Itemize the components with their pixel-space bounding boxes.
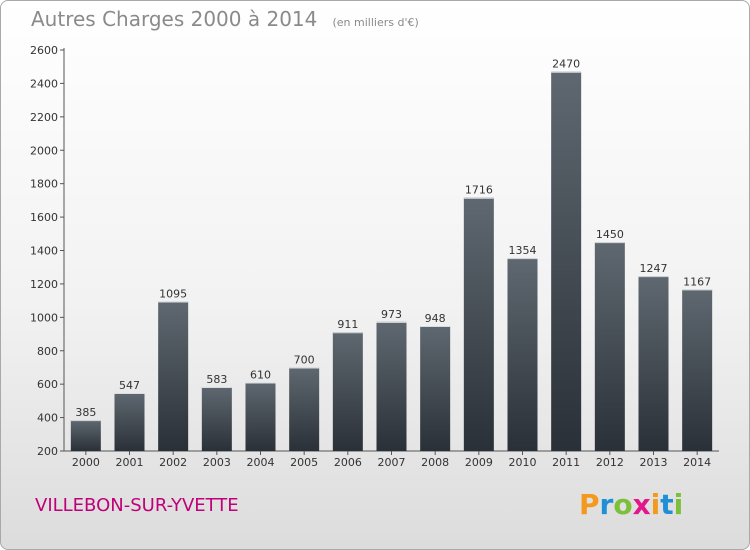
bar — [463, 197, 494, 451]
y-tick-label: 2600 — [30, 44, 58, 57]
data-label: 973 — [381, 308, 402, 321]
data-label: 2470 — [552, 58, 580, 71]
chart-subtitle: (en milliers d'€) — [332, 16, 419, 29]
y-tick-label: 2400 — [30, 77, 58, 90]
data-label: 583 — [206, 373, 227, 386]
x-tick-label: 2011 — [552, 456, 580, 469]
data-label: 911 — [337, 318, 358, 331]
y-tick-label: 200 — [37, 445, 58, 458]
bar — [70, 420, 101, 451]
x-tick-label: 2012 — [596, 456, 624, 469]
bar — [376, 321, 407, 451]
x-tick-label: 2002 — [159, 456, 187, 469]
data-label: 1450 — [596, 228, 624, 241]
bar — [507, 258, 538, 451]
x-tick-label: 2007 — [378, 456, 406, 469]
y-tick-label: 800 — [37, 345, 58, 358]
y-tick-label: 1200 — [30, 278, 58, 291]
data-label: 547 — [119, 379, 140, 392]
x-tick-label: 2014 — [683, 456, 711, 469]
logo-letter: x — [632, 488, 651, 521]
logo-letter: r — [599, 488, 614, 521]
data-label: 1095 — [159, 287, 187, 300]
logo-letter: i — [650, 488, 661, 521]
data-label: 610 — [250, 368, 271, 381]
bar — [245, 382, 276, 451]
bar — [682, 289, 713, 451]
y-tick-label: 2200 — [30, 111, 58, 124]
data-label: 700 — [294, 353, 315, 366]
y-tick-label: 1400 — [30, 245, 58, 258]
y-tick-label: 1600 — [30, 211, 58, 224]
bar — [332, 332, 363, 451]
logo-letter: P — [579, 488, 600, 521]
chart-title: Autres Charges 2000 à 2014 — [31, 7, 318, 31]
bar — [638, 276, 669, 451]
x-tick-label: 2004 — [247, 456, 275, 469]
city-name: VILLEBON-SUR-YVETTE — [35, 495, 239, 516]
data-label: 1354 — [509, 244, 537, 257]
data-label: 948 — [425, 312, 446, 325]
data-label: 1716 — [465, 184, 493, 197]
bar — [420, 326, 451, 451]
data-label: 385 — [75, 406, 96, 419]
x-tick-label: 2005 — [290, 456, 318, 469]
x-tick-label: 2000 — [72, 456, 100, 469]
x-tick-label: 2006 — [334, 456, 362, 469]
logo-letter: i — [673, 488, 684, 521]
proxiti-logo: Proxiti — [579, 488, 683, 521]
y-tick-label: 1800 — [30, 178, 58, 191]
y-tick-label: 2000 — [30, 144, 58, 157]
x-tick-label: 2008 — [421, 456, 449, 469]
logo-letter: t — [660, 488, 674, 521]
logo-letter: o — [613, 488, 633, 521]
x-tick-label: 2013 — [640, 456, 668, 469]
x-tick-label: 2003 — [203, 456, 231, 469]
bar — [289, 367, 320, 451]
data-label: 1167 — [683, 275, 711, 288]
x-tick-label: 2009 — [465, 456, 493, 469]
y-tick-label: 1000 — [30, 311, 58, 324]
data-label: 1247 — [640, 262, 668, 275]
y-tick-label: 600 — [37, 378, 58, 391]
bar — [158, 301, 189, 451]
y-tick-label: 400 — [37, 412, 58, 425]
bar — [201, 387, 232, 451]
x-tick-label: 2001 — [116, 456, 144, 469]
bar — [114, 393, 145, 451]
bar — [551, 71, 582, 452]
bar — [594, 242, 625, 451]
x-tick-label: 2010 — [509, 456, 537, 469]
title-block: Autres Charges 2000 à 2014 (en milliers … — [31, 7, 419, 31]
